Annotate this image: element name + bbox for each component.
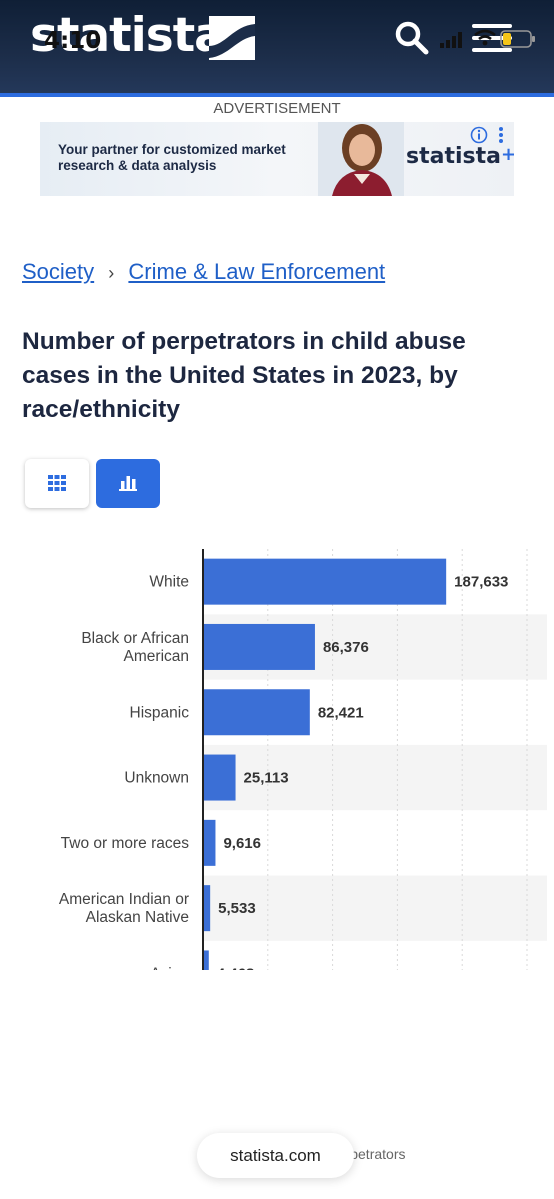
ad-brand: statista+ (406, 144, 514, 169)
header-accent-line (0, 93, 554, 97)
bar (203, 623, 315, 670)
data-label: 25,113 (244, 770, 289, 787)
ad-person-image (318, 122, 404, 196)
breadcrumb-crime-law[interactable]: Crime & Law Enforcement (128, 259, 386, 284)
bar (203, 819, 216, 866)
category-label: Two or more races (61, 835, 190, 852)
breadcrumb: Society › Crime & Law Enforcement (22, 259, 385, 285)
category-label: White (149, 574, 189, 591)
category-label: American (124, 648, 189, 665)
category-label: American Indian or (59, 891, 189, 908)
battery-icon (500, 30, 535, 48)
ad-brand-text: statista (406, 144, 501, 169)
data-label: 187,633 (454, 574, 508, 591)
data-label: 86,376 (323, 639, 369, 656)
category-label: Hispanic (130, 704, 190, 721)
data-label: 9,616 (223, 835, 261, 852)
ad-banner[interactable]: Your partner for customized market resea… (40, 122, 514, 196)
data-label: 4,468 (217, 965, 255, 970)
category-label: Asian (150, 965, 189, 970)
hamburger-menu-icon[interactable] (472, 22, 512, 54)
ad-text: Your partner for customized market resea… (58, 142, 286, 173)
data-label: 5,533 (218, 900, 256, 917)
bar-chart-icon (119, 476, 137, 491)
site-url-pill[interactable]: statista.com (197, 1133, 354, 1178)
row-band (203, 744, 547, 811)
breadcrumb-separator: › (108, 263, 115, 283)
status-time: 4:10 (44, 28, 102, 54)
category-label: Unknown (124, 770, 189, 787)
site-header: statista 4:10 (0, 0, 554, 93)
wifi-icon (474, 29, 496, 46)
cell-signal-icon (440, 32, 462, 48)
bar-chart: 187,633 White 86,376 Black or African Americ… (0, 540, 554, 1127)
statista-logo-mark-icon (209, 16, 255, 60)
page-title: Number of perpetrators in child abuse ca… (22, 328, 466, 423)
search-icon[interactable] (394, 20, 430, 56)
statista-logo[interactable]: statista (30, 8, 226, 63)
chart-view-button[interactable] (96, 459, 160, 508)
bar (203, 558, 447, 605)
category-label: Alaskan Native (86, 909, 189, 926)
ad-brand-plus: + (500, 144, 514, 165)
category-label: Black or African (81, 630, 189, 647)
row-band (203, 875, 547, 941)
grid-icon (48, 475, 66, 491)
info-icon[interactable] (470, 126, 488, 144)
ad-label: ADVERTISEMENT (213, 100, 341, 117)
bar (203, 689, 310, 736)
bar (203, 885, 211, 932)
more-options-icon[interactable] (498, 126, 504, 144)
breadcrumb-society[interactable]: Society (22, 259, 95, 284)
data-label: 82,421 (318, 704, 364, 721)
bar (203, 754, 236, 801)
table-view-button[interactable] (25, 459, 89, 508)
